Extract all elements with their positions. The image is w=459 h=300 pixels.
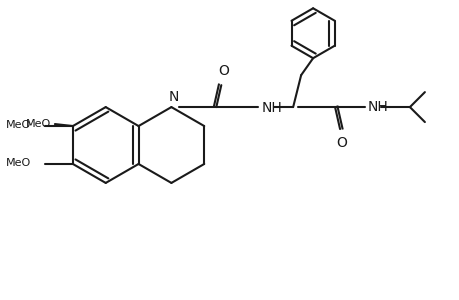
- Text: MeO: MeO: [6, 158, 31, 168]
- Text: O: O: [336, 136, 347, 150]
- Text: MeO: MeO: [6, 120, 31, 130]
- Text: N: N: [168, 90, 178, 104]
- Text: O: O: [218, 64, 228, 78]
- Text: NH: NH: [261, 101, 281, 115]
- Text: NH: NH: [367, 100, 388, 114]
- Text: MeO: MeO: [26, 119, 51, 129]
